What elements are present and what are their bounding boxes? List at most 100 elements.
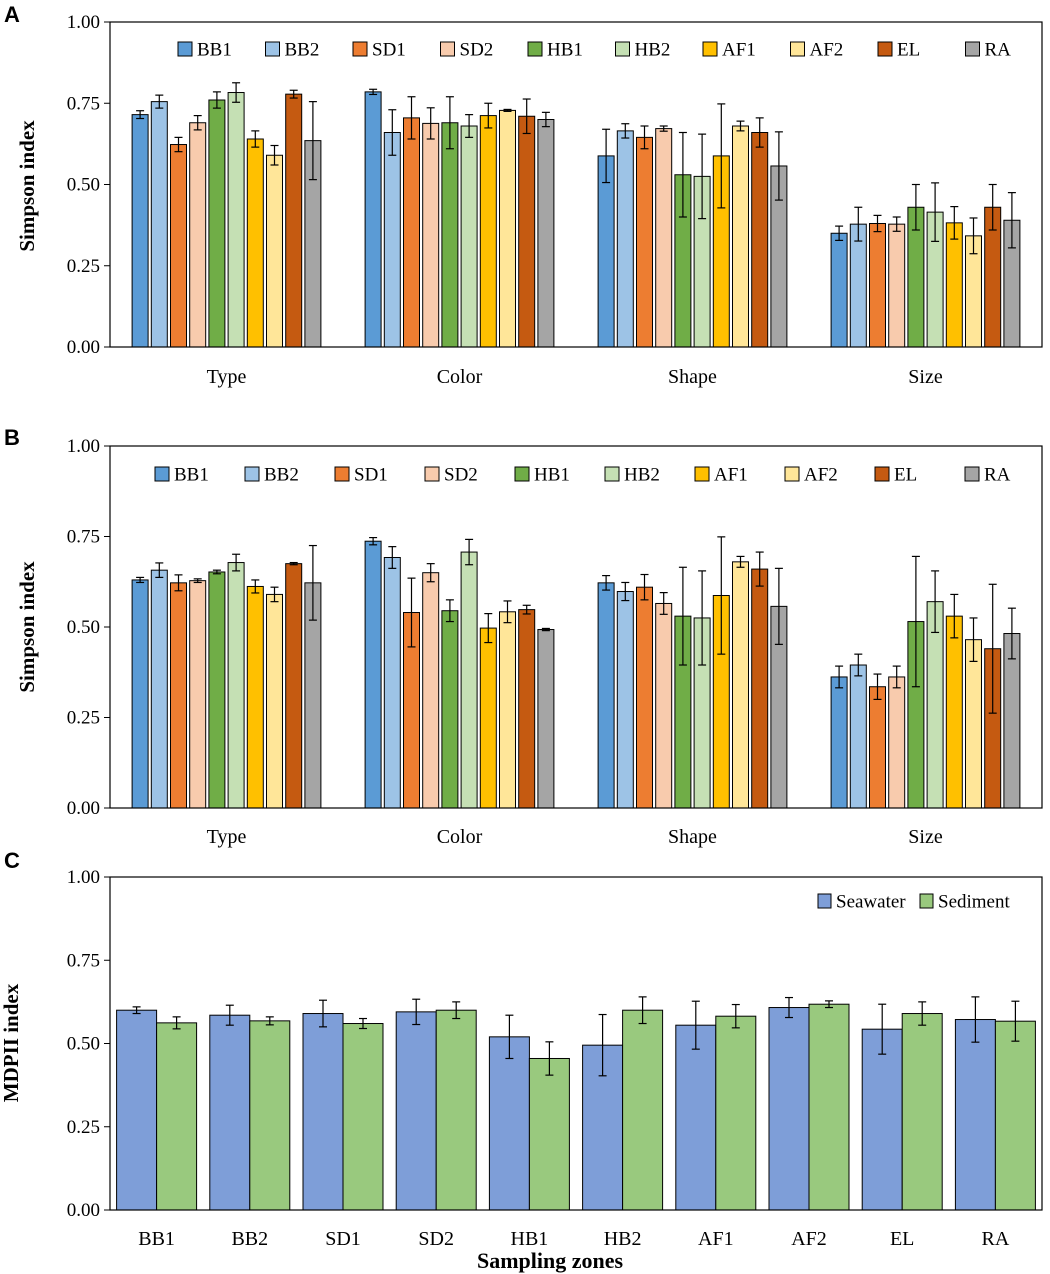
error-bar (136, 576, 145, 584)
bar (518, 609, 536, 809)
error-bar (289, 561, 298, 566)
bar (636, 586, 653, 809)
bar (249, 1020, 291, 1211)
error-bar (522, 604, 531, 615)
bar (383, 132, 401, 348)
legend-label: EL (894, 465, 917, 486)
bar (888, 223, 906, 348)
bar (441, 610, 459, 809)
category-label: Type (207, 366, 247, 388)
bar (460, 125, 478, 348)
panel-a-letter: A (4, 2, 20, 27)
legend-swatch (694, 466, 710, 482)
error-bar (193, 578, 202, 584)
error-bar (835, 665, 844, 689)
category-label: Size (908, 366, 943, 388)
legend-item: HB2 (615, 40, 671, 61)
legend-label: BB1 (174, 465, 209, 486)
error-bar (445, 96, 454, 150)
legend-swatch (919, 893, 934, 909)
panel-a: A Simpson index 0.00 0.25 0.50 0.75 1.00 Type… (4, 2, 1043, 388)
legend-label: SD2 (460, 40, 494, 61)
bar (302, 1013, 344, 1211)
error-bar (270, 586, 279, 603)
error-bar (598, 1013, 607, 1077)
bar (945, 615, 963, 809)
y-tick-label: 0.75 (67, 93, 100, 114)
error-bar (640, 125, 649, 150)
legend-swatch (964, 466, 980, 482)
bar (227, 92, 245, 348)
bar (499, 109, 516, 348)
legend-item: RA (964, 465, 1011, 486)
category-label: HB2 (604, 1228, 642, 1250)
error-bar (969, 617, 978, 662)
error-bar (755, 117, 764, 148)
error-bar (988, 583, 997, 714)
legend-label: SD2 (444, 465, 478, 486)
y-tick-label: 1.00 (67, 436, 100, 457)
legend-label: AF2 (810, 40, 844, 61)
panel-c: C MDPII index Sampling zones 0.00 0.25 0.5… (0, 848, 1043, 1273)
legend-swatch (334, 466, 350, 482)
panel-b: B Simpson index 0.00 0.25 0.50 0.75 1.00 Type… (4, 425, 1043, 848)
legend-swatch (527, 41, 543, 57)
error-bar (541, 627, 550, 632)
error-bar (931, 182, 940, 242)
error-bar (931, 570, 940, 634)
y-tick-label: 0.75 (67, 950, 100, 971)
error-bar (212, 569, 221, 575)
legend-item: RA (965, 40, 1012, 61)
y-tick-label: 0.50 (67, 1034, 100, 1055)
bar (150, 101, 168, 348)
category-label: AF1 (698, 1228, 734, 1250)
panel-b-y-axis-label: Simpson index (15, 561, 39, 693)
error-bar (774, 131, 783, 201)
error-bar (854, 653, 863, 677)
bar (170, 144, 187, 348)
error-bar (289, 89, 298, 99)
error-bar (854, 206, 863, 242)
legend-label: RA (984, 465, 1011, 486)
error-bar (678, 566, 687, 666)
y-tick-label: 0.00 (67, 798, 100, 819)
bar (597, 582, 615, 809)
category-label: Size (908, 826, 943, 848)
bar (715, 1015, 757, 1211)
bar (208, 99, 226, 348)
bar (435, 1009, 477, 1211)
bar (285, 563, 303, 809)
bar (395, 1011, 437, 1211)
error-bar (835, 225, 844, 241)
bar (422, 122, 440, 348)
legend-label: AF1 (722, 40, 756, 61)
bar (768, 1007, 810, 1211)
error-bar (132, 1006, 141, 1015)
legend-label: RA (985, 40, 1012, 61)
legend-item: SD2 (440, 40, 494, 61)
legend-label: Seawater (836, 892, 906, 913)
bar (830, 232, 848, 348)
legend-item: BB1 (154, 465, 209, 486)
legend-label: AF1 (714, 465, 748, 486)
error-bar (950, 593, 959, 639)
error-bar (484, 613, 493, 644)
category-label: Color (437, 366, 483, 388)
category-label: Shape (668, 826, 717, 848)
bar (441, 122, 459, 348)
error-bar (950, 206, 959, 240)
error-bar (270, 144, 279, 166)
error-bar (1011, 1000, 1020, 1042)
bar (246, 138, 264, 348)
panel-c-y-axis-label: MDPII index (0, 983, 23, 1102)
category-label: EL (890, 1228, 914, 1250)
error-bar (407, 96, 416, 140)
bar (994, 1020, 1036, 1211)
legend-label: HB2 (635, 40, 671, 61)
error-bar (892, 216, 901, 232)
category-label: AF2 (791, 1228, 827, 1250)
error-bar (174, 574, 183, 592)
bar (266, 593, 283, 809)
error-bar (155, 94, 164, 109)
bar (622, 1009, 664, 1211)
